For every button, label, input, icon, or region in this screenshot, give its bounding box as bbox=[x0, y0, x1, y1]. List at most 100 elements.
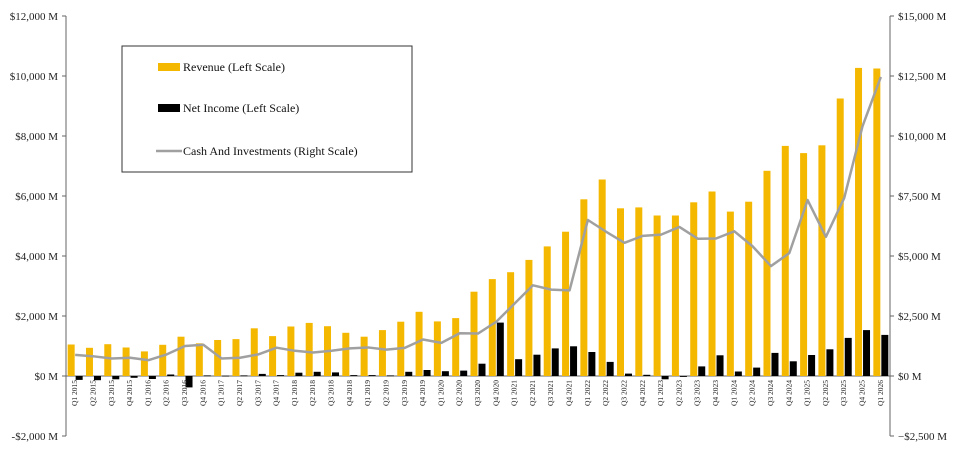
net-income-bar bbox=[606, 361, 614, 376]
category-label: Q3 2019 bbox=[400, 380, 409, 406]
revenue-bar bbox=[85, 347, 93, 376]
left-tick-label: $2,000 M bbox=[15, 311, 58, 323]
net-income-bar bbox=[734, 371, 742, 376]
net-income-bar bbox=[386, 375, 394, 377]
revenue-bar bbox=[452, 318, 460, 376]
revenue-bar bbox=[104, 344, 112, 376]
category-label: Q4 2024 bbox=[784, 380, 793, 406]
revenue-bar bbox=[580, 199, 588, 376]
right-tick-label: $0 M bbox=[898, 371, 922, 383]
revenue-bar bbox=[305, 322, 313, 376]
revenue-bar bbox=[745, 201, 753, 376]
category-label: Q3 2020 bbox=[473, 380, 482, 406]
left-tick-label: $0 M bbox=[34, 371, 58, 383]
revenue-bar bbox=[763, 170, 771, 376]
legend-label-revenue: Revenue (Left Scale) bbox=[183, 60, 285, 74]
net-income-bar bbox=[753, 367, 761, 376]
category-label: Q3 2025 bbox=[839, 380, 848, 406]
revenue-bar bbox=[708, 191, 716, 376]
right-tick-label: $12,500 M bbox=[898, 71, 947, 83]
left-tick-label: $12,000 M bbox=[10, 11, 59, 23]
revenue-bar bbox=[855, 67, 863, 377]
category-label: Q3 2024 bbox=[766, 380, 775, 406]
net-income-bar bbox=[643, 374, 651, 376]
category-label: Q4 2018 bbox=[345, 380, 354, 406]
category-label: Q1 2021 bbox=[510, 380, 519, 406]
revenue-bar bbox=[433, 321, 441, 376]
net-income-bar bbox=[148, 376, 156, 379]
net-income-bar bbox=[222, 375, 230, 377]
revenue-bar bbox=[690, 202, 698, 376]
revenue-bar bbox=[671, 215, 679, 376]
category-label: Q2 2020 bbox=[455, 380, 464, 406]
right-tick-label: $2,500 M bbox=[898, 311, 941, 323]
revenue-bar bbox=[342, 332, 350, 376]
revenue-bar bbox=[415, 311, 423, 376]
right-tick-label: $7,500 M bbox=[898, 191, 941, 203]
net-income-bar bbox=[789, 361, 797, 376]
revenue-bar bbox=[378, 330, 386, 376]
category-label: Q1 2026 bbox=[876, 380, 885, 406]
revenue-bar bbox=[195, 343, 203, 376]
category-label: Q2 2016 bbox=[162, 380, 171, 406]
category-label: Q2 2018 bbox=[308, 380, 317, 406]
net-income-bar bbox=[368, 375, 376, 376]
right-tick-label: −$2,500 M bbox=[898, 431, 947, 443]
net-income-bar bbox=[112, 376, 120, 380]
category-label: Q4 2019 bbox=[418, 380, 427, 406]
category-label: Q2 2025 bbox=[821, 380, 830, 406]
category-label: Q3 2022 bbox=[619, 380, 628, 406]
category-label: Q2 2023 bbox=[674, 380, 683, 406]
net-income-bar bbox=[808, 355, 816, 376]
net-income-bar bbox=[716, 355, 724, 376]
net-income-bar bbox=[332, 372, 340, 376]
net-income-bar bbox=[478, 363, 486, 376]
category-label: Q1 2020 bbox=[436, 380, 445, 406]
net-income-bar bbox=[570, 346, 578, 376]
legend: Revenue (Left Scale) Net Income (Left Sca… bbox=[121, 45, 413, 173]
category-label: Q1 2018 bbox=[290, 380, 299, 406]
left-tick-label: $6,000 M bbox=[15, 191, 58, 203]
category-label: Q3 2016 bbox=[180, 380, 189, 406]
left-tick-label: $8,000 M bbox=[15, 131, 58, 143]
net-income-bar bbox=[185, 376, 193, 388]
category-label: Q4 2016 bbox=[198, 380, 207, 406]
legend-swatch-net-income bbox=[158, 104, 180, 112]
net-income-bar bbox=[533, 354, 541, 376]
category-label: Q3 2023 bbox=[693, 380, 702, 406]
category-label: Q1 2025 bbox=[803, 380, 812, 406]
revenue-bar bbox=[873, 68, 881, 376]
net-income-bar bbox=[624, 373, 632, 376]
line-series bbox=[75, 76, 883, 362]
category-label: Q1 2024 bbox=[729, 380, 738, 406]
revenue-bar bbox=[507, 272, 515, 376]
revenue-bar bbox=[140, 351, 148, 376]
revenue-bar bbox=[525, 259, 533, 376]
net-income-bar bbox=[405, 371, 413, 376]
net-income-bar bbox=[258, 373, 266, 376]
category-label: Q4 2015 bbox=[125, 380, 134, 406]
net-income-bar bbox=[679, 376, 687, 377]
legend-label-net-income: Net Income (Left Scale) bbox=[183, 101, 299, 115]
legend-label-cash: Cash And Investments (Right Scale) bbox=[183, 144, 358, 158]
revenue-bar bbox=[836, 98, 844, 376]
category-label: Q1 2017 bbox=[217, 380, 226, 406]
net-income-bar bbox=[295, 372, 303, 376]
revenue-bar bbox=[122, 347, 130, 376]
revenue-bar bbox=[269, 336, 277, 376]
revenue-bar bbox=[635, 207, 643, 376]
category-label: Q3 2021 bbox=[546, 380, 555, 406]
category-label: Q2 2022 bbox=[601, 380, 610, 406]
category-label: Q3 2015 bbox=[107, 380, 116, 406]
net-income-bar bbox=[93, 376, 101, 381]
net-income-bar bbox=[496, 322, 504, 376]
category-label: Q3 2017 bbox=[253, 380, 262, 406]
net-income-bar bbox=[441, 371, 449, 376]
category-label: Q2 2021 bbox=[528, 380, 537, 406]
net-income-bar bbox=[350, 375, 358, 376]
revenue-bar bbox=[598, 179, 606, 376]
category-label: Q2 2017 bbox=[235, 380, 244, 406]
category-label: Q1 2016 bbox=[143, 380, 152, 406]
net-income-bar bbox=[826, 349, 834, 376]
